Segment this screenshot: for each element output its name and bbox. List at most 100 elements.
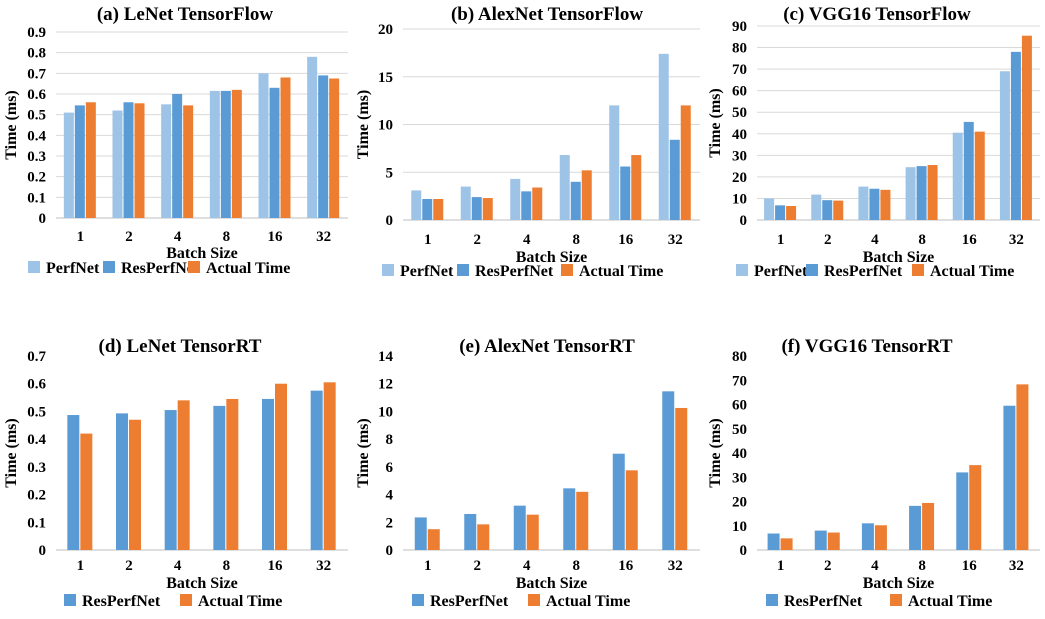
legend-swatch <box>890 594 902 606</box>
x-tick-label: 8 <box>573 232 581 248</box>
bar-actual-time-batch-4 <box>880 189 891 220</box>
x-tick-label: 4 <box>174 229 182 245</box>
x-tick-label: 8 <box>223 229 231 245</box>
legend-swatch <box>912 264 924 276</box>
y-tick-label: 20 <box>732 495 747 511</box>
y-tick-label: 4 <box>386 488 394 504</box>
legend-label: PerfNet <box>754 263 808 280</box>
bar-perfnet-batch-32 <box>999 71 1010 221</box>
y-tick-label: 12 <box>378 377 393 393</box>
y-tick-label: 0.3 <box>27 149 46 165</box>
x-tick-label: 2 <box>824 558 832 574</box>
x-tick-label: 2 <box>824 232 832 248</box>
x-axis-label: Batch Size <box>516 575 588 592</box>
y-tick-label: 10 <box>732 191 747 207</box>
y-tick-label: 0 <box>39 211 47 227</box>
x-tick-label: 4 <box>871 232 879 248</box>
bar-resperfnet-batch-2 <box>464 513 477 550</box>
legend-item-perfnet: PerfNet <box>736 263 808 280</box>
y-axis-label: Time (ms) <box>355 90 372 159</box>
y-tick-label: 0.7 <box>27 349 46 365</box>
bar-actual-time-batch-1 <box>433 198 444 220</box>
y-tick-label: 0.3 <box>27 460 46 476</box>
x-tick-label: 32 <box>668 558 683 574</box>
y-tick-label: 20 <box>732 170 747 186</box>
legend-swatch <box>382 264 394 276</box>
legend-label: ResPerfNet <box>824 263 903 280</box>
legend-item-actual-time: Actual Time <box>180 593 282 610</box>
bar-actual-time-batch-2 <box>833 200 844 220</box>
y-tick-label: 70 <box>732 373 747 389</box>
y-tick-label: 10 <box>732 519 747 535</box>
chart-title: (c) VGG16 TensorFlow <box>783 4 971 25</box>
legend-swatch <box>412 594 424 606</box>
bar-resperfnet-batch-8 <box>220 90 231 218</box>
bar-resperfnet-batch-16 <box>262 398 274 550</box>
legend-swatch <box>528 594 540 606</box>
bar-actual-time-batch-32 <box>675 407 688 550</box>
bar-actual-time-batch-8 <box>581 170 592 220</box>
y-tick-label: 0.2 <box>27 488 46 504</box>
bar-resperfnet-batch-32 <box>1010 51 1021 220</box>
bar-actual-time-batch-16 <box>275 383 287 550</box>
legend-swatch <box>806 264 818 276</box>
y-tick-label: 10 <box>378 118 393 134</box>
x-axis-label: Batch Size <box>516 249 588 266</box>
y-tick-label: 40 <box>732 446 747 462</box>
x-tick-label: 32 <box>1009 558 1024 574</box>
bar-perfnet-batch-32 <box>307 56 318 218</box>
y-tick-label: 30 <box>732 148 747 164</box>
bar-actual-time-batch-1 <box>80 433 93 550</box>
bar-actual-time-batch-2 <box>827 532 840 550</box>
x-tick-label: 1 <box>77 558 85 574</box>
x-axis-label: Batch Size <box>863 249 935 266</box>
y-tick-label: 5 <box>386 165 394 181</box>
legend-label: PerfNet <box>400 263 454 280</box>
y-axis-label: Time (ms) <box>707 418 724 487</box>
x-tick-label: 32 <box>316 558 331 574</box>
bar-resperfnet-batch-8 <box>909 505 922 550</box>
bar-perfnet-batch-16 <box>609 105 620 220</box>
y-tick-label: 60 <box>732 398 747 414</box>
y-tick-label: 0.7 <box>27 66 46 82</box>
chart-title: (d) LeNet TensorRT <box>99 336 262 357</box>
bar-resperfnet-batch-32 <box>310 390 323 550</box>
legend-label: Actual Time <box>579 263 663 280</box>
bar-perfnet-batch-1 <box>411 190 422 220</box>
bar-resperfnet-batch-2 <box>814 530 827 550</box>
y-tick-label: 0 <box>386 543 394 559</box>
bar-resperfnet-batch-16 <box>620 166 631 220</box>
bar-actual-time-batch-32 <box>323 382 336 550</box>
y-tick-label: 40 <box>732 127 747 143</box>
chart-panel-c-vgg16-tensorflow: (c) VGG16 TensorFlow 0 10 20 30 40 50 60 70 80 90 1… <box>707 4 1040 280</box>
y-tick-label: 14 <box>378 349 394 365</box>
bar-perfnet-batch-16 <box>258 73 269 218</box>
legend-swatch <box>180 594 192 606</box>
bar-actual-time-batch-1 <box>786 205 797 220</box>
bar-resperfnet-batch-1 <box>414 517 427 550</box>
x-tick-label: 2 <box>125 558 133 574</box>
chart-title: (b) AlexNet TensorFlow <box>451 4 643 25</box>
bar-actual-time-batch-8 <box>576 491 589 550</box>
bar-actual-time-batch-32 <box>1016 384 1029 550</box>
y-tick-label: 15 <box>378 70 393 86</box>
bar-resperfnet-batch-4 <box>172 94 183 218</box>
x-tick-label: 8 <box>918 232 926 248</box>
bar-perfnet-batch-1 <box>63 112 74 218</box>
y-tick-label: 20 <box>378 22 393 38</box>
y-tick-label: 0.5 <box>27 404 46 420</box>
y-tick-label: 0.1 <box>27 515 46 531</box>
legend-item-actual-time: Actual Time <box>188 260 290 277</box>
y-tick-label: 90 <box>732 19 747 35</box>
bar-resperfnet-batch-8 <box>213 405 226 550</box>
bar-perfnet-batch-4 <box>858 186 869 220</box>
x-tick-label: 16 <box>268 558 284 574</box>
x-tick-label: 2 <box>474 558 482 574</box>
legend-item-perfnet: PerfNet <box>28 260 100 277</box>
y-tick-label: 0.6 <box>27 87 46 103</box>
x-tick-label: 16 <box>962 232 978 248</box>
y-tick-label: 60 <box>732 84 747 100</box>
x-tick-label: 8 <box>223 558 231 574</box>
